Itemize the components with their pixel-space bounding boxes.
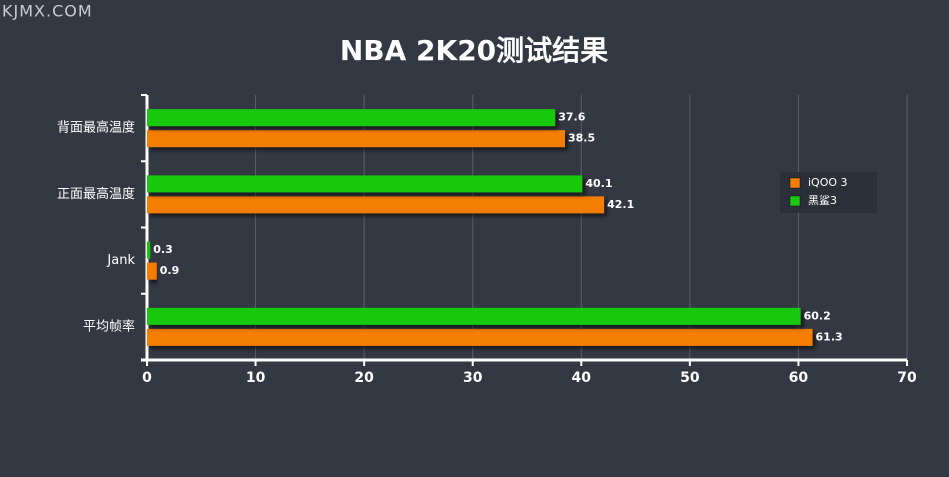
- value-label: 0.9: [160, 264, 180, 277]
- value-label: 0.3: [153, 243, 173, 256]
- x-tick-label: 0: [142, 370, 152, 386]
- x-tick-label: 40: [572, 370, 592, 386]
- bar: [147, 241, 151, 259]
- bar: [147, 328, 813, 346]
- y-tick-label: 平均帧率: [83, 318, 135, 334]
- value-label: 61.3: [816, 330, 843, 343]
- y-tick-label: 正面最高温度: [57, 186, 135, 202]
- x-tick-label: 10: [246, 370, 266, 386]
- bar: [147, 262, 157, 280]
- bar: [147, 109, 556, 127]
- legend-label: iQOO 3: [808, 176, 848, 189]
- value-label: 60.2: [804, 309, 831, 322]
- value-label: 37.6: [558, 111, 585, 124]
- x-tick-label: 70: [897, 370, 917, 386]
- bar: [147, 175, 583, 193]
- legend-swatch: [789, 195, 801, 207]
- value-label: 38.5: [568, 132, 595, 145]
- legend-swatch: [789, 177, 801, 189]
- y-tick-label: Jank: [106, 253, 135, 268]
- x-tick-label: 60: [789, 370, 809, 386]
- x-tick-label: 20: [354, 370, 374, 386]
- legend-label: 黑鲨3: [808, 194, 837, 207]
- value-label: 42.1: [607, 198, 634, 211]
- x-tick-label: 50: [680, 370, 700, 386]
- bar: [147, 130, 565, 148]
- bar: [147, 307, 801, 325]
- value-label: 40.1: [585, 177, 612, 190]
- bar: [147, 196, 605, 214]
- chart-title: NBA 2K20测试结果: [340, 34, 608, 67]
- x-tick-label: 30: [463, 370, 483, 386]
- watermark: KJMX.COM: [2, 2, 93, 21]
- y-tick-label: 背面最高温度: [57, 120, 135, 136]
